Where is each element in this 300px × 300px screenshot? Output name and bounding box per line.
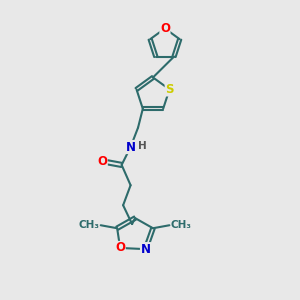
Text: S: S [165, 83, 174, 96]
Text: N: N [140, 243, 151, 256]
Text: O: O [115, 242, 125, 254]
Text: O: O [97, 155, 107, 168]
Text: CH₃: CH₃ [171, 220, 192, 230]
Text: CH₃: CH₃ [78, 220, 99, 230]
Text: N: N [126, 140, 136, 154]
Text: O: O [160, 22, 170, 35]
Text: H: H [138, 141, 146, 152]
